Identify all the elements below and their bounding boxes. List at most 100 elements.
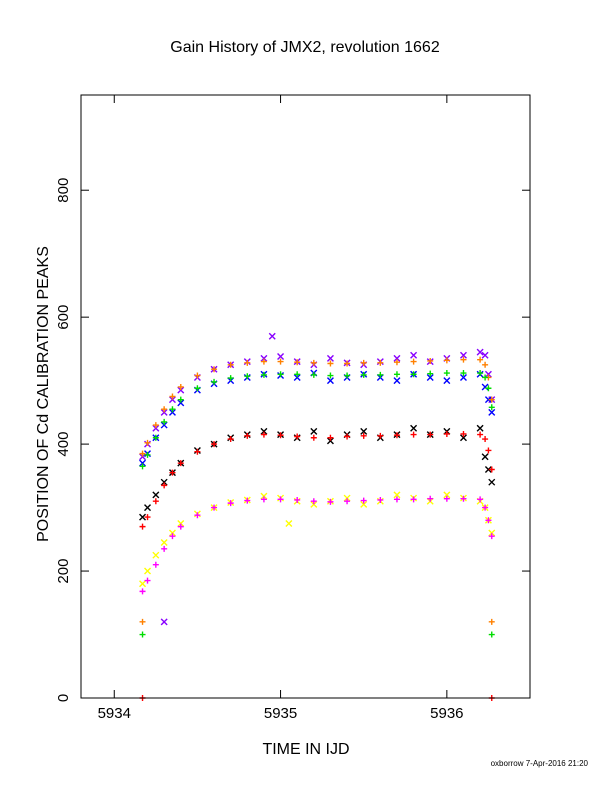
y-tick-label: 400 <box>55 432 72 457</box>
data-point <box>393 371 400 378</box>
data-point <box>152 551 160 559</box>
x-tick-label: 5936 <box>430 705 463 722</box>
data-point <box>194 448 201 455</box>
data-point <box>410 431 417 438</box>
data-point <box>488 404 495 411</box>
data-point <box>484 466 492 473</box>
data-point <box>285 519 293 527</box>
data-point <box>393 491 401 499</box>
data-point <box>443 377 451 385</box>
data-point <box>139 513 147 521</box>
data-point <box>326 377 334 385</box>
data-point <box>393 432 400 439</box>
data-point <box>227 500 234 507</box>
data-point <box>477 356 484 363</box>
data-point <box>443 491 451 499</box>
data-point <box>482 436 489 443</box>
data-point <box>326 354 334 362</box>
x-axis-label: TIME IN IJD <box>262 741 349 758</box>
data-point <box>377 432 384 439</box>
data-point <box>294 433 301 440</box>
series-6-points <box>139 430 495 701</box>
x-tick-label: 5934 <box>98 705 131 722</box>
data-point <box>152 424 160 432</box>
data-point <box>177 399 185 407</box>
data-point <box>482 504 489 511</box>
data-point <box>277 358 284 365</box>
data-point <box>169 469 176 476</box>
data-point <box>144 514 151 521</box>
y-tick-label: 0 <box>55 694 72 702</box>
y-tick-label: 800 <box>55 178 72 203</box>
series-0-points <box>139 332 496 626</box>
data-point <box>327 498 334 505</box>
data-point <box>460 356 467 363</box>
data-point <box>327 372 334 379</box>
data-point <box>360 371 367 378</box>
data-point <box>139 459 147 467</box>
data-point <box>194 385 201 392</box>
data-point <box>460 430 467 437</box>
data-point <box>310 359 317 366</box>
data-point <box>160 421 168 429</box>
data-point <box>144 504 152 512</box>
data-point <box>427 370 434 377</box>
data-point <box>260 371 267 378</box>
data-point <box>144 567 152 575</box>
series-1-points <box>139 369 496 467</box>
data-point <box>377 359 384 366</box>
data-point <box>244 359 251 366</box>
data-point <box>488 631 495 638</box>
data-point <box>169 393 176 400</box>
data-point <box>393 354 401 362</box>
data-point <box>310 500 318 508</box>
data-point <box>393 377 401 385</box>
data-point <box>211 441 218 448</box>
data-point <box>485 447 492 454</box>
data-point <box>310 371 317 378</box>
data-point <box>410 358 417 365</box>
data-point <box>161 482 168 489</box>
data-point <box>139 618 146 625</box>
series-4-points <box>139 356 495 625</box>
data-point <box>393 359 400 366</box>
data-point <box>310 427 318 435</box>
data-point <box>161 406 168 413</box>
data-point <box>294 359 301 366</box>
data-point <box>211 366 218 373</box>
data-point <box>459 434 467 442</box>
data-point <box>177 396 184 403</box>
data-point <box>488 396 495 403</box>
y-tick-label: 200 <box>55 559 72 584</box>
data-point <box>260 431 267 438</box>
data-point <box>377 496 384 503</box>
data-point <box>482 374 489 381</box>
data-point <box>160 478 168 486</box>
series-3-points <box>139 491 496 588</box>
data-point <box>482 361 489 368</box>
data-point <box>360 500 368 508</box>
data-point <box>360 497 367 504</box>
plot-area <box>139 332 496 701</box>
data-point <box>344 360 351 367</box>
data-point <box>310 498 317 505</box>
data-point <box>488 529 496 537</box>
data-point <box>481 453 489 461</box>
data-point <box>227 436 234 443</box>
data-point <box>277 371 284 378</box>
data-point <box>277 432 284 439</box>
data-point <box>177 460 184 467</box>
data-point <box>139 450 146 457</box>
data-point <box>485 385 492 392</box>
axis-ticks: 5934 5935 5936 0 200 400 600 800 <box>55 95 530 722</box>
data-point <box>169 406 176 413</box>
footer-timestamp: oxborrow 7-Apr-2016 21:20 <box>491 759 589 768</box>
data-point <box>360 427 368 435</box>
data-point <box>260 358 267 365</box>
data-point <box>139 463 146 470</box>
data-point <box>326 437 334 445</box>
x-tick-label: 5935 <box>264 705 297 722</box>
data-point <box>177 523 184 530</box>
data-point <box>211 378 218 385</box>
